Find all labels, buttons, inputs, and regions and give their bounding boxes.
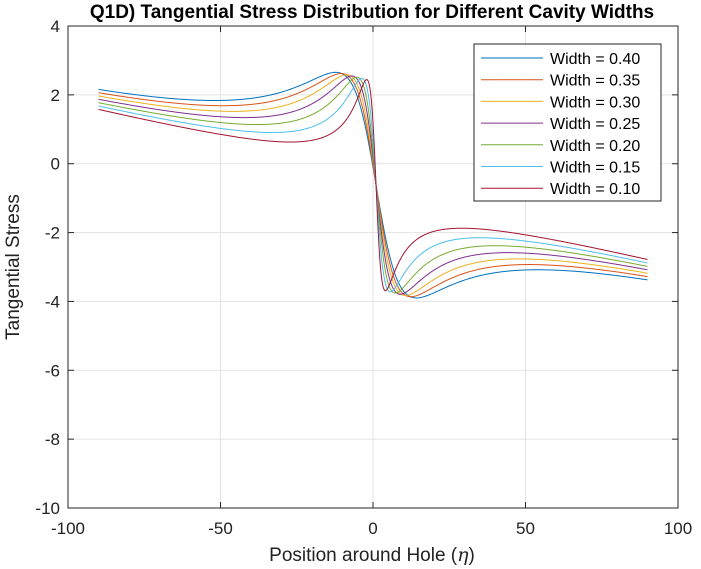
x-tick-label: -50	[208, 519, 233, 538]
legend-label: Width = 0.30	[550, 94, 640, 111]
y-tick-label: 4	[51, 17, 60, 36]
legend-label: Width = 0.10	[550, 181, 640, 198]
x-axis-label-close: )	[469, 545, 475, 566]
x-axis-label: Position around Hole (η)	[269, 544, 475, 566]
y-tick-label: -8	[45, 430, 60, 449]
legend-label: Width = 0.20	[550, 138, 640, 155]
y-tick-label: -10	[35, 499, 60, 518]
y-tick-label: -6	[45, 361, 60, 380]
tick-labels: -100 -50 0 50 100 -10 -8 -6 -4 -2 0 2 4	[35, 17, 692, 538]
legend-label: Width = 0.25	[550, 116, 640, 133]
y-tick-label: 0	[51, 155, 60, 174]
legend: Width = 0.40 Width = 0.35 Width = 0.30 Widt…	[473, 43, 662, 202]
series-line-5	[98, 77, 648, 293]
x-axis-label-symbol: η	[457, 544, 469, 566]
x-tick-label: 0	[368, 519, 377, 538]
chart-title: Q1D) Tangential Stress Distribution for …	[90, 2, 654, 23]
x-axis-label-text: Position around Hole (	[269, 545, 458, 566]
y-tick-label: 2	[51, 86, 60, 105]
y-axis-label: Tangential Stress	[3, 194, 24, 340]
y-tick-label: -4	[45, 292, 60, 311]
series-line-3	[98, 75, 648, 295]
x-tick-label: 50	[516, 519, 535, 538]
legend-box	[473, 43, 662, 202]
tick-marks	[67, 25, 679, 509]
x-tick-label: -100	[51, 519, 85, 538]
legend-label: Width = 0.40	[550, 51, 640, 68]
series-line-6	[98, 79, 648, 292]
y-tick-label: -2	[45, 224, 60, 243]
series-lines	[98, 71, 648, 299]
series-line-4	[98, 76, 648, 294]
x-tick-label: 100	[664, 519, 692, 538]
legend-label: Width = 0.35	[550, 73, 640, 90]
legend-label: Width = 0.15	[550, 160, 640, 177]
